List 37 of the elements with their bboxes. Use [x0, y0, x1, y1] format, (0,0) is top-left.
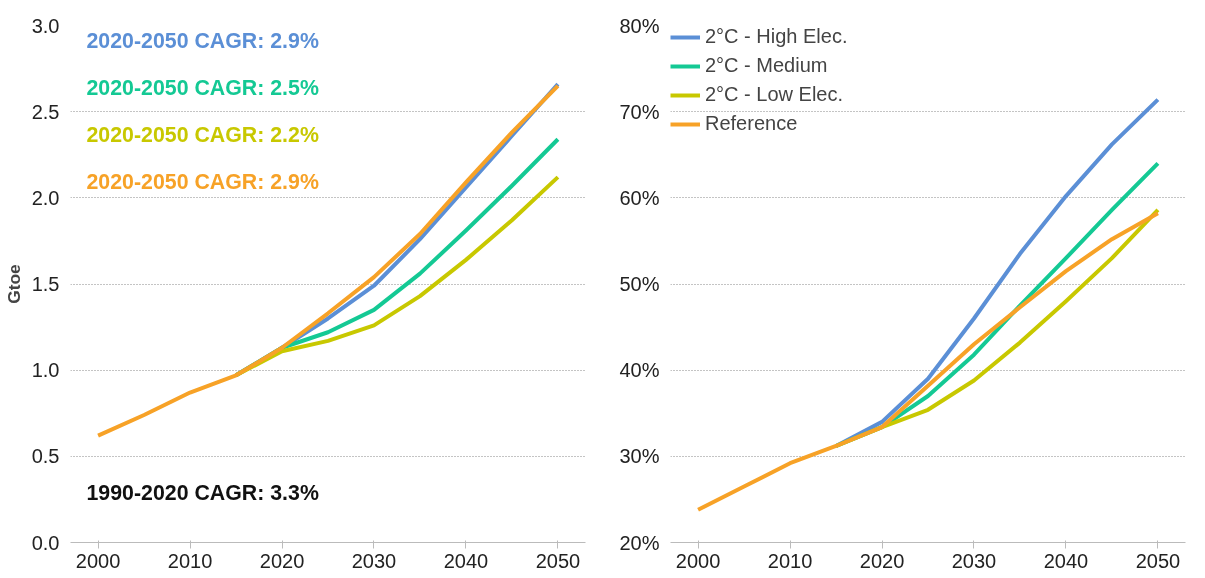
y-tick-label: 50%	[619, 273, 660, 295]
annotation: 2020-2050 CAGR: 2.9%	[86, 28, 319, 53]
y-tick-label: 0.5	[31, 445, 60, 468]
annotation: 1990-2020 CAGR: 3.3%	[86, 480, 319, 505]
x-tick-label: 2010	[167, 549, 213, 572]
x-tick-label: 2020	[259, 549, 305, 572]
annotation: 2020-2050 CAGR: 2.5%	[86, 75, 319, 100]
annotation: 2020-2050 CAGR: 2.9%	[86, 169, 319, 194]
y-tick-label: 20%	[619, 531, 660, 554]
y-tick-label: 30%	[619, 445, 660, 468]
y-tick-label: 60%	[619, 186, 660, 209]
y-tick-label: 80%	[619, 14, 660, 37]
y-tick-label: 2.0	[31, 186, 60, 209]
x-tick-label: 2020	[859, 549, 905, 572]
y-axis-title: Gtoe	[3, 263, 24, 304]
x-tick-label: 2000	[675, 549, 721, 572]
y-tick-label: 70%	[619, 100, 660, 123]
x-tick-label: 2040	[443, 549, 489, 572]
y-tick-label: 3.0	[31, 14, 60, 37]
legend-label: 2°C - High Elec.	[705, 25, 848, 48]
annotation: 2020-2050 CAGR: 2.2%	[86, 122, 319, 147]
legend-label: 2°C - Low Elec.	[705, 83, 844, 106]
y-tick-label: 40%	[619, 359, 660, 382]
y-tick-label: 2.5	[31, 100, 60, 123]
x-tick-label: 2040	[1043, 549, 1089, 572]
x-tick-label: 2010	[767, 549, 813, 572]
line-series	[696, 211, 1160, 512]
y-tick-label: 0.0	[31, 531, 60, 554]
y-tick-label: 1.5	[31, 273, 60, 295]
legend-label: 2°C - Medium	[705, 54, 828, 77]
legend-label: Reference	[705, 112, 798, 135]
x-tick-label: 2030	[351, 549, 397, 572]
x-tick-label: 2030	[951, 549, 997, 572]
y-tick-label: 1.0	[31, 359, 60, 382]
x-tick-label: 2050	[1135, 549, 1181, 572]
x-tick-label: 2050	[535, 549, 581, 572]
x-tick-label: 2000	[75, 549, 121, 572]
